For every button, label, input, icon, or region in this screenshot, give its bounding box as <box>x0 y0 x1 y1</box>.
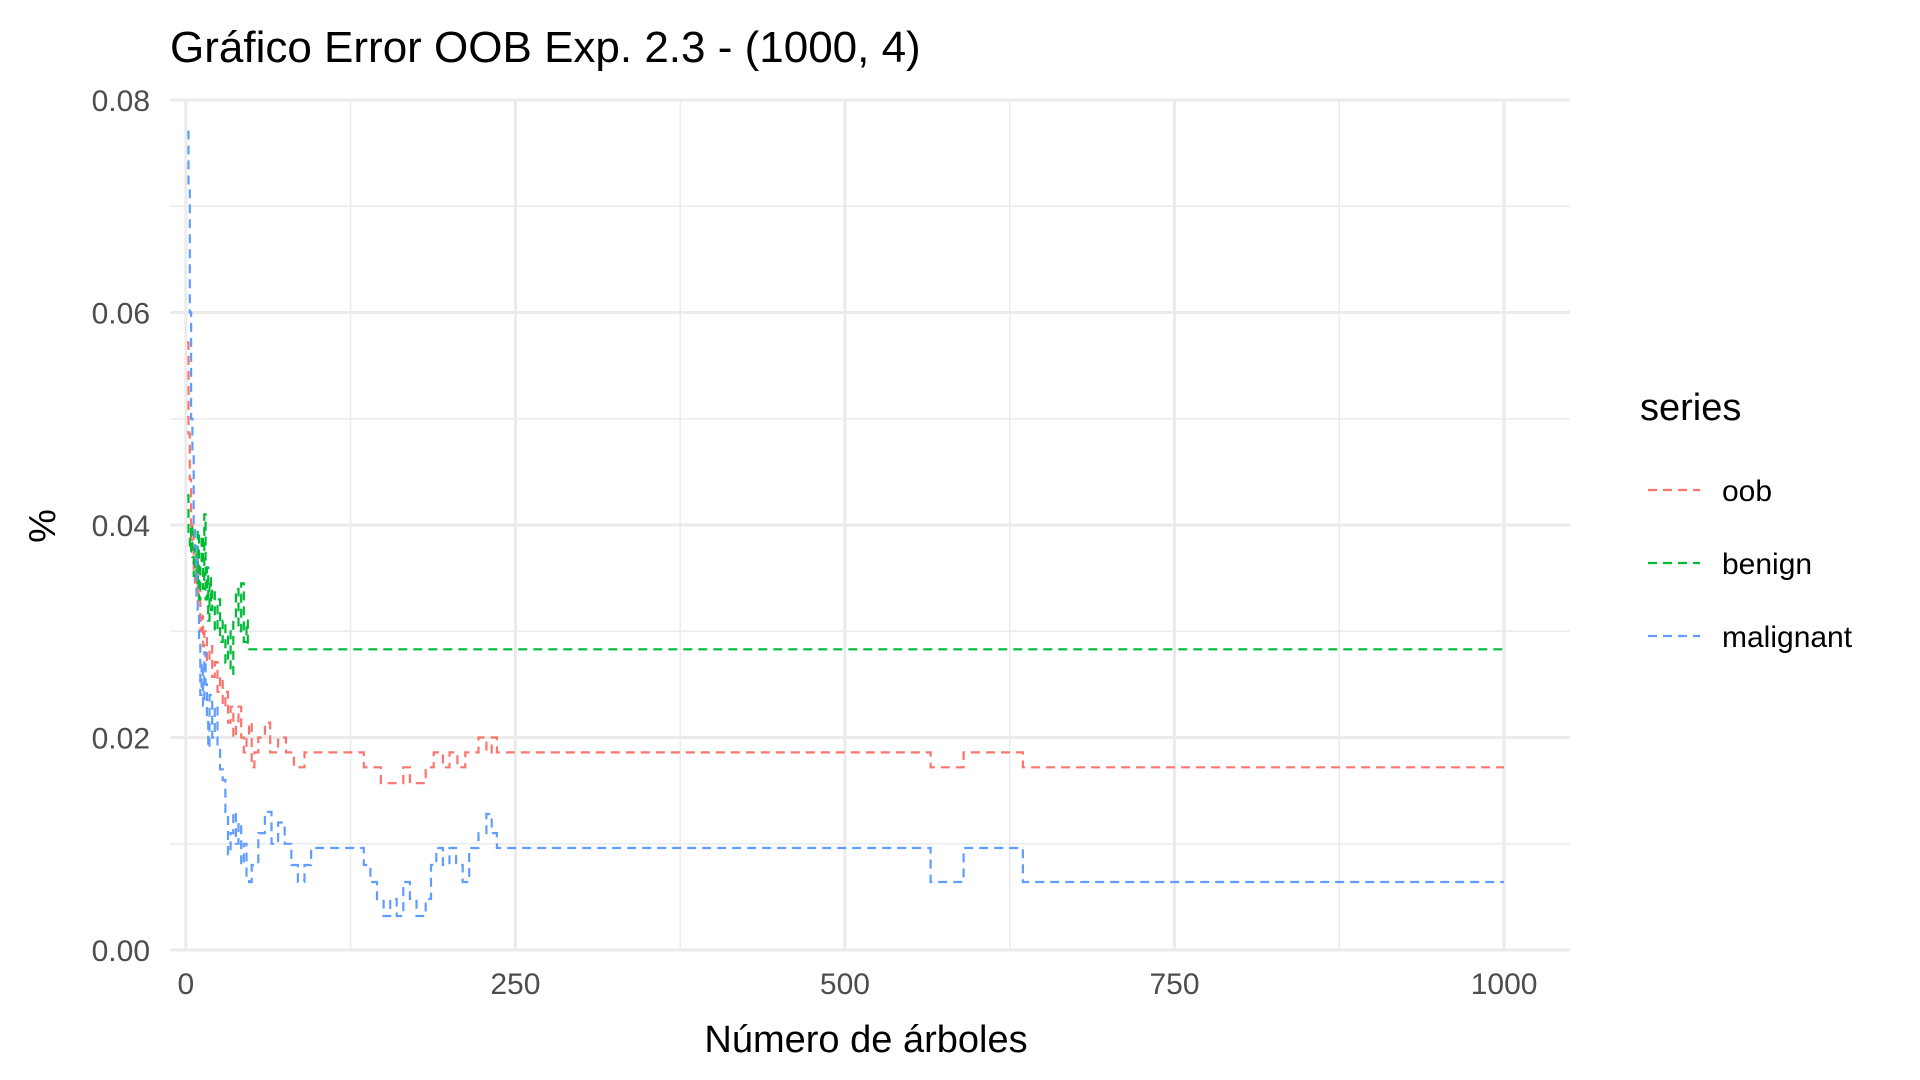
legend-label-benign: benign <box>1722 548 1812 581</box>
x-axis-ticks: 0 250 500 750 1000 <box>177 968 1537 1001</box>
y-tick-label: 0.00 <box>92 935 150 968</box>
y-tick-label: 0.08 <box>92 85 150 118</box>
series-line-malignant <box>187 130 1505 918</box>
y-axis-ticks: 0.00 0.02 0.04 0.06 0.08 <box>92 85 150 968</box>
minor-gridlines <box>170 100 1570 950</box>
x-tick-label: 0 <box>177 968 194 1001</box>
y-tick-label: 0.04 <box>92 510 150 543</box>
x-tick-label: 750 <box>1149 968 1199 1001</box>
series-lines <box>187 130 1505 918</box>
x-tick-label: 500 <box>820 968 870 1001</box>
legend-title: series <box>1640 387 1741 429</box>
y-tick-label: 0.02 <box>92 723 150 756</box>
x-axis-label: Número de árboles <box>704 1019 1027 1061</box>
legend-label-oob: oob <box>1722 475 1772 508</box>
x-tick-label: 250 <box>490 968 540 1001</box>
legend: series oob benign malignant <box>1640 387 1853 654</box>
chart-title: Gráfico Error OOB Exp. 2.3 - (1000, 4) <box>170 23 921 72</box>
legend-items: oob benign malignant <box>1648 475 1853 654</box>
legend-label-malignant: malignant <box>1722 621 1853 654</box>
series-line-oob <box>187 341 1505 785</box>
y-tick-label: 0.06 <box>92 298 150 331</box>
y-axis-label: % <box>22 509 64 543</box>
x-tick-label: 1000 <box>1471 968 1538 1001</box>
major-gridlines <box>170 98 1570 952</box>
